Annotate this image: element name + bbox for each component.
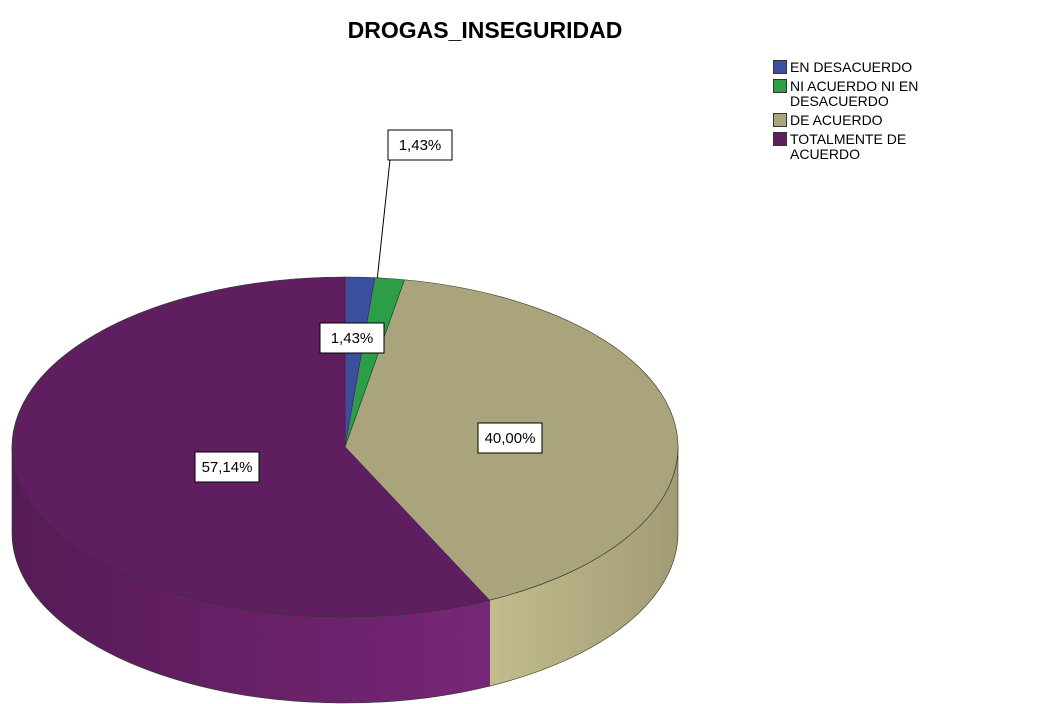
label-box (477, 422, 543, 454)
legend-label: EN DESACUERDO (790, 59, 913, 75)
legend-swatch (773, 79, 787, 93)
data-label: 1,43% (399, 137, 442, 154)
leader-line (376, 159, 391, 278)
slice (11, 276, 491, 618)
legend-swatch (773, 60, 787, 74)
legend-label: TOTALMENTE DE ACUERDO (790, 131, 907, 162)
legend-swatch (773, 113, 787, 127)
data-label: 57,14% (202, 459, 253, 476)
legend-label: NI ACUERDO NI EN DESACUERDO (790, 78, 919, 109)
legend-item: EN DESACUERDO (773, 60, 1053, 75)
legend-item: TOTALMENTE DE ACUERDO (773, 132, 1053, 162)
legend-swatch (773, 132, 787, 146)
data-label: 1,43% (331, 330, 374, 347)
legend-label: DE ACUERDO (790, 112, 883, 128)
chart-title: DROGAS_INSEGURIDAD (348, 17, 623, 43)
legend-item: DE ACUERDO (773, 113, 1053, 128)
data-label: 40,00% (485, 430, 536, 447)
label-box (194, 451, 260, 483)
legend-item: NI ACUERDO NI EN DESACUERDO (773, 79, 1053, 109)
legend: EN DESACUERDO NI ACUERDO NI EN DESACUERDO… (773, 60, 1053, 166)
label-box (387, 129, 453, 161)
label-box (319, 322, 385, 354)
